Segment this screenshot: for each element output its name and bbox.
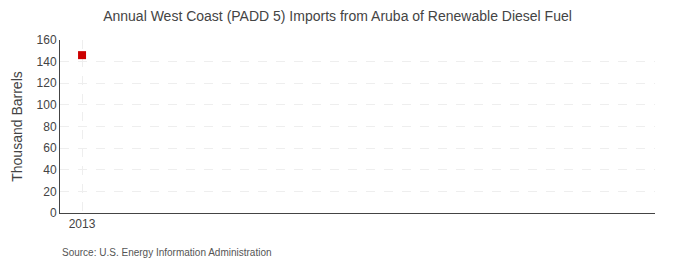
svg-text:20: 20 [43,185,57,199]
svg-text:100: 100 [37,98,57,112]
svg-text:160: 160 [37,33,57,47]
svg-text:Source: U.S. Energy Informatio: Source: U.S. Energy Information Administ… [62,247,272,258]
svg-text:0: 0 [50,206,57,220]
svg-text:140: 140 [37,55,57,69]
svg-text:Thousand Barrels: Thousand Barrels [9,71,25,182]
svg-text:Annual West Coast (PADD 5) Imp: Annual West Coast (PADD 5) Imports from … [103,8,572,24]
svg-text:120: 120 [37,76,57,90]
svg-text:40: 40 [43,163,57,177]
svg-text:80: 80 [43,120,57,134]
svg-text:2013: 2013 [69,217,96,231]
svg-text:60: 60 [43,141,57,155]
